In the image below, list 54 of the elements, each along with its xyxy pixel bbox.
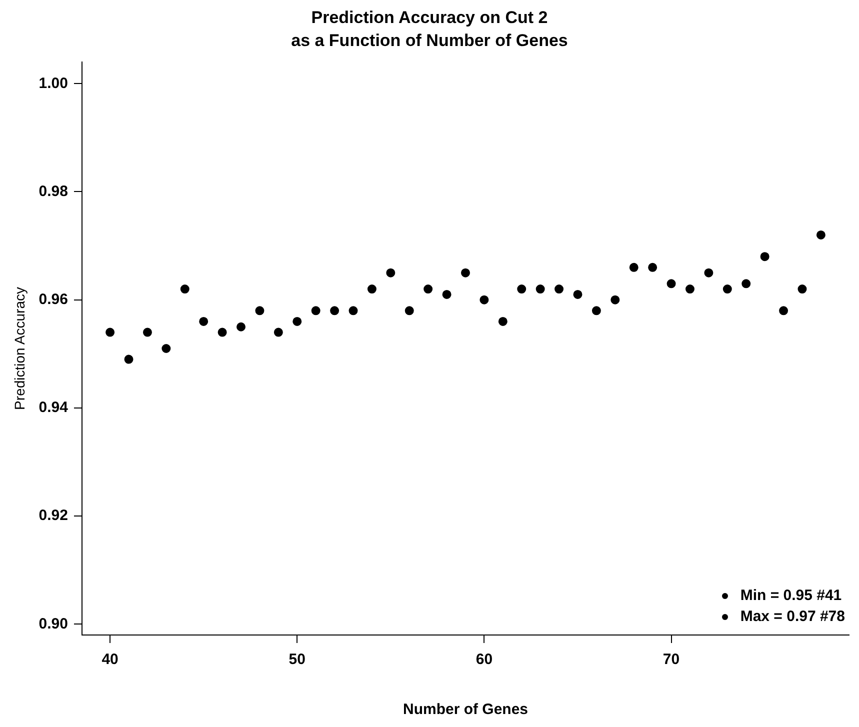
point <box>442 290 452 299</box>
point <box>330 306 340 316</box>
x-tick-label: 40 <box>102 651 118 668</box>
point <box>816 230 826 240</box>
chart-title: Prediction Accuracy on Cut 2 as a Function of Number of Genes <box>290 7 569 52</box>
point <box>292 316 302 326</box>
point <box>648 262 658 272</box>
point <box>722 284 732 294</box>
point <box>517 284 526 294</box>
point <box>592 306 601 316</box>
x-tick-label: 60 <box>476 651 493 668</box>
point <box>573 290 582 299</box>
point <box>498 316 508 326</box>
point <box>554 284 564 294</box>
y-tick-label: 0.94 <box>38 399 69 416</box>
point <box>106 328 115 337</box>
point <box>480 295 489 304</box>
point <box>629 262 638 272</box>
point <box>180 284 190 294</box>
point <box>704 268 714 278</box>
point <box>460 268 470 278</box>
y-tick-label: 0.90 <box>38 615 68 632</box>
point <box>124 354 134 364</box>
point <box>218 328 227 337</box>
y-axis-title: Prediction Accuracy <box>11 287 28 410</box>
point <box>685 284 694 294</box>
point <box>404 306 414 316</box>
point <box>386 268 396 278</box>
point <box>348 306 358 316</box>
point <box>536 284 545 294</box>
y-tick-label: 0.92 <box>38 507 68 524</box>
point <box>666 279 676 288</box>
x-tick-label: 70 <box>662 651 680 668</box>
y-tick-label: 0.98 <box>38 182 68 200</box>
point <box>798 284 807 294</box>
y-tick-label: 1.00 <box>38 74 68 92</box>
point <box>162 344 171 353</box>
point <box>742 279 751 288</box>
y-tick-label: 0.96 <box>38 290 68 308</box>
x-tick-label: 50 <box>288 651 306 668</box>
annotation: Max = 0.97 #78 <box>740 608 845 625</box>
point <box>255 306 264 316</box>
point <box>311 306 320 316</box>
point <box>367 284 376 294</box>
x-axis-title: Number of Genes <box>402 701 528 718</box>
point <box>199 316 208 326</box>
point <box>779 306 788 316</box>
point <box>236 322 246 332</box>
point <box>424 284 433 294</box>
point <box>142 328 152 337</box>
annotation: Min = 0.95 #41 <box>740 587 842 604</box>
point <box>760 252 770 262</box>
point <box>274 328 283 337</box>
point <box>610 295 620 304</box>
